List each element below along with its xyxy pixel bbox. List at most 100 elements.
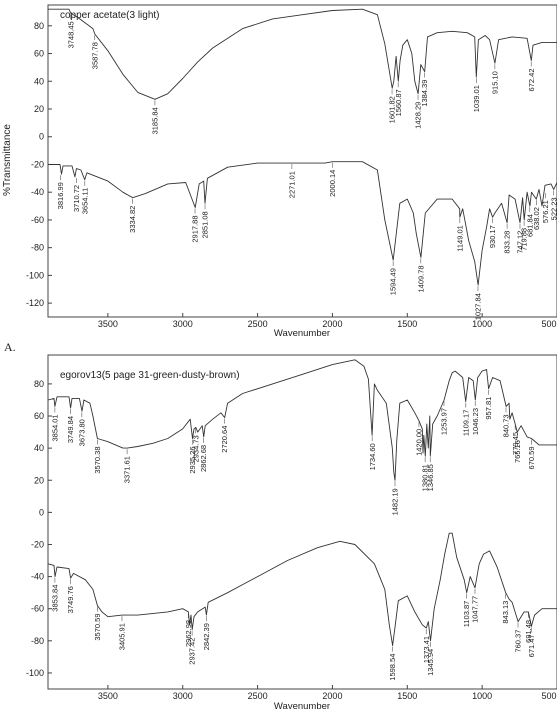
x-tick-label: 1000 xyxy=(472,691,492,701)
peak-label: 670.59 xyxy=(527,447,536,470)
y-tick-label: -120 xyxy=(26,298,44,308)
y-axis-label-a: %Transmittance xyxy=(2,124,13,196)
spectrum-line-1 xyxy=(47,359,557,481)
series-group-b xyxy=(47,359,557,647)
y-tick-label: -100 xyxy=(26,668,44,678)
x-axis-label-a: Wavenumber xyxy=(274,328,330,339)
peak-label: 3710.72 xyxy=(72,185,81,212)
plot-frame-a xyxy=(47,4,557,318)
y-tick-label: 20 xyxy=(34,104,44,114)
x-tick-label: 3000 xyxy=(173,319,193,329)
panel-letter-a: A. xyxy=(4,340,16,354)
peak-label: 2851.08 xyxy=(201,211,210,238)
y-tick-label: 20 xyxy=(34,475,44,485)
y-tick-label: 40 xyxy=(34,443,44,453)
peak-label: 2862.68 xyxy=(199,445,208,472)
peak-label: 3570.38 xyxy=(93,447,102,474)
y-tick-label: 80 xyxy=(34,379,44,389)
y-tick-label: 80 xyxy=(34,21,44,31)
peak-label: 3748.45 xyxy=(66,21,75,48)
peak-label: 1027.84 xyxy=(474,293,483,320)
peak-label: 1601.82 xyxy=(388,96,397,123)
panel-a: copper acetate(3 light) %Transmittance W… xyxy=(2,4,557,354)
peak-label: 3371.61 xyxy=(123,456,132,483)
peak-label: 1346.85 xyxy=(426,464,435,491)
peak-labels-b: 3854.01 3749.84 3673.80 3570.38 3371.61 2935.… xyxy=(51,389,536,681)
y-tick-label: 0 xyxy=(39,132,44,142)
peak-label: 2000.14 xyxy=(328,170,337,197)
peak-label: 957.81 xyxy=(484,397,493,420)
x-tick-label: 2500 xyxy=(248,319,268,329)
peak-label: 1373.41 xyxy=(422,636,431,663)
peak-label: 3749.84 xyxy=(66,416,75,443)
peak-label: 2934.73 xyxy=(191,435,200,462)
peak-label: 2937.42 xyxy=(188,638,197,665)
series-group-a xyxy=(48,8,557,286)
peak-label: 1384.39 xyxy=(420,80,429,107)
plot-frame-b xyxy=(47,354,557,690)
peak-label: 1345.94 xyxy=(426,649,435,676)
peak-label: 1380.81 xyxy=(421,464,430,491)
peak-label: 3185.84 xyxy=(151,107,160,134)
y-tick-label: 40 xyxy=(34,76,44,86)
y-tick-label: -40 xyxy=(31,572,44,582)
peak-label: 765.16 xyxy=(513,440,522,463)
peak-label: 1594.49 xyxy=(389,268,398,295)
peak-label: 3334.82 xyxy=(128,206,137,233)
peak-label: 1560.87 xyxy=(394,89,403,116)
peak-label: 3749.76 xyxy=(66,586,75,613)
x-tick-label: 2000 xyxy=(322,319,342,329)
spectrum-line-1 xyxy=(48,8,557,100)
peak-label: 672.42 xyxy=(527,69,536,92)
chart-title-a: copper acetate(3 light) xyxy=(60,10,160,21)
x-tick-label: 500 xyxy=(541,691,556,701)
peak-label: 1149.01 xyxy=(455,225,464,252)
y-ticks-b: 80 60 40 20 0 -20 -40 -60 -80 -100 xyxy=(26,379,52,678)
peak-label: 719.88 xyxy=(520,228,529,251)
peak-label: 3816.99 xyxy=(56,182,65,209)
peak-label: 576.21 xyxy=(541,200,550,223)
peak-label: 671.47 xyxy=(527,634,536,657)
x-tick-label: 1000 xyxy=(472,319,492,329)
y-tick-label: -20 xyxy=(31,159,44,169)
y-tick-label: -100 xyxy=(26,270,44,280)
peak-label: 3587.78 xyxy=(90,42,99,69)
peak-label: 747.12 xyxy=(516,231,525,254)
peak-label: 522.23 xyxy=(549,197,557,220)
peak-label: 1734.60 xyxy=(368,443,377,470)
peak-label: 3853.84 xyxy=(51,585,60,612)
x-tick-label: 3000 xyxy=(173,691,193,701)
peak-label: 3570.59 xyxy=(93,614,102,641)
y-tick-label: 60 xyxy=(34,49,44,59)
x-tick-label: 3500 xyxy=(98,691,118,701)
peak-label: 1047.77 xyxy=(471,596,480,623)
y-tick-label: -60 xyxy=(31,604,44,614)
x-tick-label: 1500 xyxy=(397,691,417,701)
peak-label: 2271.01 xyxy=(288,171,297,198)
peak-label: 779.45 xyxy=(511,432,520,455)
x-tick-label: 2000 xyxy=(322,691,342,701)
y-tick-label: -40 xyxy=(31,187,44,197)
peak-label: 3854.01 xyxy=(51,414,60,441)
x-tick-label: 1500 xyxy=(397,319,417,329)
y-ticks-a: 80 60 40 20 0 -20 -40 -60 -80 -100 -120 xyxy=(26,21,52,308)
peak-label: 760.37 xyxy=(514,630,523,653)
chart-title-b: egorov13(5 page 31-green-dusty-brown) xyxy=(60,370,240,381)
x-ticks-b: 3500 3000 2500 2000 1500 1000 500 xyxy=(98,685,557,701)
y-tick-label: -60 xyxy=(31,215,44,225)
peak-label: 2917.88 xyxy=(191,216,200,243)
peak-label: 1039.01 xyxy=(472,85,481,112)
peak-label: 1409.78 xyxy=(416,265,425,292)
peak-label: 691.48 xyxy=(524,620,533,643)
peak-label: 840.73 xyxy=(502,414,511,437)
peak-label: 1482.19 xyxy=(391,488,400,515)
peak-label: 638.02 xyxy=(532,207,541,230)
peak-label: 681.84 xyxy=(525,214,534,237)
x-ticks-a: 3500 3000 2500 2000 1500 1000 500 xyxy=(98,313,557,329)
x-tick-label: 3500 xyxy=(98,319,118,329)
spectrum-line-2 xyxy=(48,161,557,286)
peak-label: 930.17 xyxy=(488,225,497,248)
x-axis-label-b: Wavenumber xyxy=(274,701,330,712)
